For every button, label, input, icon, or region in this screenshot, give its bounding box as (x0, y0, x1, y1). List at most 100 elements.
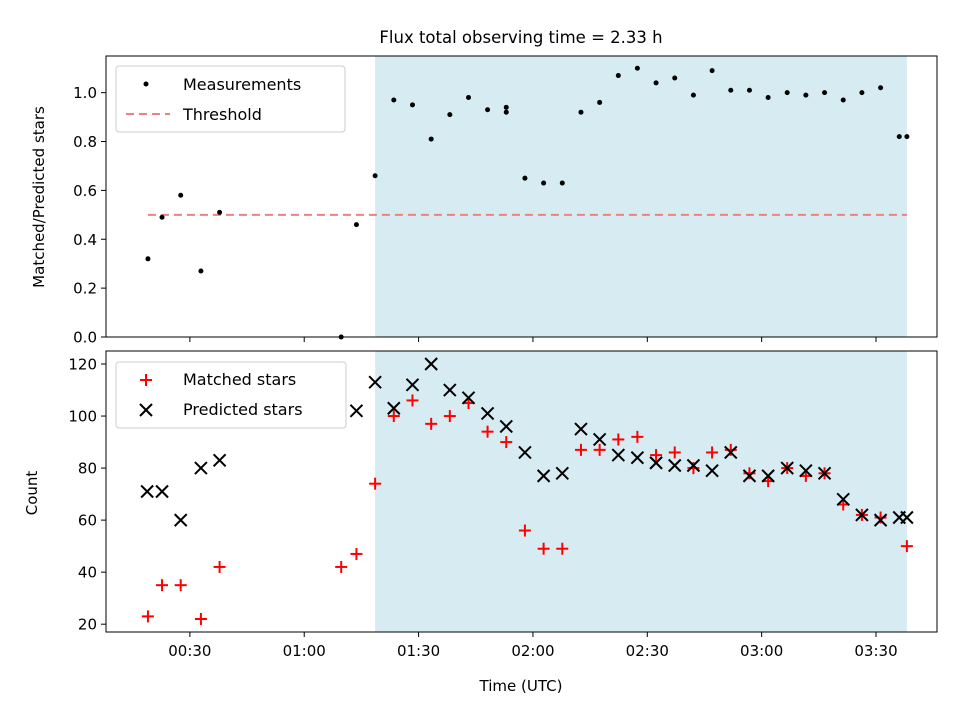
predicted-star-point (780, 461, 794, 475)
top-legend-box (115, 65, 346, 133)
measurement-point (615, 73, 621, 79)
top-legend: Measurements Threshold (115, 65, 346, 133)
measurement-point (485, 107, 491, 113)
predicted-star-point (518, 445, 532, 460)
measurement-point (878, 85, 884, 91)
bottom-y-tick-label: 40 (78, 564, 97, 582)
x-tick-label: 02:00 (511, 642, 554, 660)
matched-star-point (406, 394, 419, 407)
predicted-star-point (761, 469, 775, 483)
measurement-point (784, 90, 790, 96)
bottom-y-tick-label: 20 (78, 616, 97, 634)
predicted-star-point (480, 406, 495, 421)
bottom-axes-frame (105, 350, 938, 633)
measurement-point (765, 95, 771, 101)
predicted-star-point (194, 461, 208, 475)
bottom-y-tick-label: 100 (68, 408, 97, 426)
measurement-point (709, 68, 715, 74)
measurement-point (672, 75, 678, 81)
x-tick-label: 03:00 (740, 642, 783, 660)
measurement-point (503, 104, 509, 110)
chart-title: Flux total observing time = 2.33 h (379, 28, 662, 47)
predicted-star-point (799, 463, 813, 478)
matched-star-point (900, 540, 913, 553)
top-panel: 0.0 0.2 0.4 0.6 0.8 1.0 Matched/Predicted sta… (30, 55, 938, 347)
measurement-point (522, 175, 528, 181)
x-tick-label: 03:30 (854, 642, 897, 660)
x-tick-label: 01:00 (283, 642, 326, 660)
measurement-point (559, 180, 565, 186)
legend-predicted-marker (139, 403, 153, 417)
top-y-tick-label: 0.8 (73, 133, 97, 151)
matched-star-point (593, 443, 606, 456)
matched-star-point (443, 410, 456, 423)
matched-star-point (194, 612, 207, 625)
measurement-point (428, 136, 434, 142)
predicted-star-point (873, 513, 888, 527)
predicted-star-point (705, 463, 719, 478)
measurement-point (904, 134, 910, 140)
legend-threshold-label: Threshold (182, 105, 262, 124)
measurement-point (859, 90, 865, 96)
measurement-point (803, 92, 809, 98)
measurement-point (653, 80, 659, 86)
top-x-ticks (189, 337, 877, 342)
bottom-y-ticks: 20 40 60 80 100 120 (68, 356, 106, 634)
bottom-legend-box (115, 361, 347, 429)
predicted-star-point (368, 375, 382, 389)
measurement-point (503, 109, 509, 115)
predicted-star-point (499, 419, 513, 434)
legend-measurements-label: Measurements (183, 75, 301, 94)
bottom-y-tick-label: 80 (78, 460, 97, 478)
top-y-tick-label: 0.2 (73, 280, 97, 298)
count-points (140, 357, 914, 625)
predicted-star-point (900, 510, 914, 525)
matched-star-point (481, 425, 494, 438)
matched-star-point (174, 579, 187, 592)
top-y-tick-label: 0.0 (73, 329, 97, 347)
predicted-star-point (592, 432, 607, 447)
measurement-point (178, 192, 184, 198)
measurement-point (409, 102, 415, 108)
legend-matched-label: Matched stars (183, 370, 296, 389)
predicted-star-point (349, 404, 364, 418)
bottom-panel: 20 40 60 80 100 120 00:30 01:00 01:30 02:00 02:30… (23, 350, 938, 695)
legend-measurements-marker (143, 81, 149, 87)
predicted-star-point (611, 448, 626, 462)
measurement-point (372, 173, 378, 179)
measurement-point (198, 268, 204, 274)
top-y-tick-label: 1.0 (73, 84, 97, 102)
measurement-point (353, 222, 359, 228)
measurement-point (541, 180, 547, 186)
matched-star-point (706, 446, 719, 459)
predicted-star-point (855, 508, 869, 522)
predicted-star-point (443, 383, 457, 397)
predicted-star-point (424, 357, 438, 371)
measurement-point (634, 65, 640, 71)
predicted-star-point (649, 456, 663, 470)
predicted-star-point (742, 469, 757, 483)
matched-star-point (612, 433, 625, 446)
bottom-y-tick-label: 60 (78, 512, 97, 530)
measurement-point (145, 256, 151, 262)
predicted-star-point (405, 378, 420, 392)
measurement-point (466, 95, 472, 101)
predicted-star-point (155, 484, 169, 499)
measurement-point (159, 214, 165, 220)
top-axes-frame (105, 55, 938, 338)
matched-star-point (213, 560, 226, 573)
matched-star-point (335, 560, 348, 573)
x-tick-label: 02:30 (626, 642, 669, 660)
x-axis-label: Time (UTC) (479, 677, 563, 695)
matched-star-point (425, 417, 438, 430)
predicted-star-point (574, 422, 588, 436)
matched-star-point (650, 449, 663, 462)
measurement-point (578, 109, 584, 115)
predicted-star-point (668, 458, 682, 473)
x-tick-label: 01:30 (397, 642, 440, 660)
matched-star-point (141, 610, 154, 623)
measurement-point (217, 209, 223, 215)
top-y-tick-label: 0.4 (73, 231, 97, 249)
top-y-tick-label: 0.6 (73, 182, 97, 200)
